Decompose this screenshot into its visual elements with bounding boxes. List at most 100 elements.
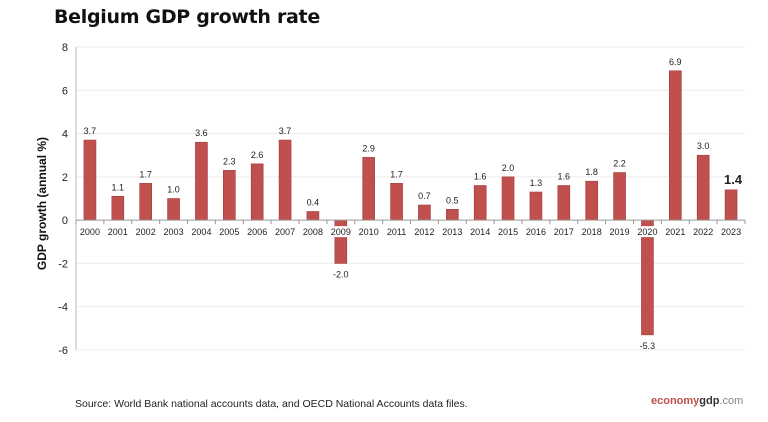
- x-label-bg: [608, 226, 631, 238]
- data-label: 1.8: [585, 167, 598, 177]
- x-tick-label: 2020: [637, 227, 657, 237]
- y-tick-label: 4: [62, 129, 68, 141]
- bar: [223, 170, 236, 221]
- x-label-bg: [692, 226, 715, 238]
- data-label: 1.0: [167, 185, 180, 195]
- x-label-bg: [720, 226, 743, 238]
- x-label-bg: [274, 226, 297, 238]
- bar: [696, 154, 710, 221]
- bar: [167, 198, 180, 221]
- bar: [111, 196, 125, 221]
- x-tick-label: 2009: [331, 227, 351, 237]
- data-label: 1.7: [390, 169, 403, 179]
- data-label: -2.0: [333, 269, 349, 279]
- x-tick-label: 2003: [164, 227, 184, 237]
- bar: [362, 157, 375, 221]
- y-axis-title: GDP growth (annual %): [35, 137, 49, 270]
- x-tick-label: 2002: [136, 227, 156, 237]
- data-label: 2.3: [223, 156, 236, 166]
- x-tick-label: 2001: [108, 227, 128, 237]
- x-tick-label: 2019: [610, 227, 630, 237]
- x-tick-label: 2015: [498, 227, 518, 237]
- bar: [446, 209, 459, 221]
- economygdp-logo: economygdp.com: [651, 395, 744, 407]
- x-tick-label: 2000: [80, 227, 100, 237]
- x-tick-label: 2016: [526, 227, 546, 237]
- x-tick-label: 2014: [470, 227, 490, 237]
- y-tick-label: -6: [58, 345, 68, 357]
- x-tick-label: 2021: [665, 227, 685, 237]
- data-label: 1.6: [558, 172, 571, 182]
- x-label-bg: [246, 226, 269, 238]
- data-label: -5.3: [640, 341, 656, 351]
- x-tick-label: 2022: [693, 227, 713, 237]
- x-label-bg: [524, 226, 547, 238]
- bar: [641, 219, 654, 336]
- data-label: 3.7: [279, 126, 292, 136]
- bar: [278, 139, 292, 221]
- data-label: 1.4: [724, 172, 743, 187]
- x-label-bg: [218, 226, 241, 238]
- x-tick-label: 2004: [191, 227, 211, 237]
- bar: [669, 70, 682, 221]
- x-label-bg: [385, 226, 408, 238]
- data-label: 1.7: [139, 169, 152, 179]
- data-label: 6.9: [669, 57, 682, 67]
- x-label-bg: [162, 226, 185, 238]
- x-tick-label: 2023: [721, 227, 741, 237]
- data-label: 1.6: [474, 172, 487, 182]
- bar: [473, 185, 487, 221]
- x-tick-label: 2008: [303, 227, 323, 237]
- x-tick-label: 2018: [582, 227, 602, 237]
- x-label-bg: [357, 226, 380, 238]
- bar: [195, 141, 208, 221]
- data-label: 2.6: [251, 150, 264, 160]
- x-label-bg: [664, 226, 687, 238]
- data-label: 1.3: [530, 178, 543, 188]
- data-label: 0.7: [418, 191, 431, 201]
- source-note: Source: World Bank national accounts dat…: [75, 398, 468, 410]
- bar: [139, 183, 152, 221]
- y-tick-label: -4: [58, 302, 68, 314]
- y-tick-label: 2: [62, 172, 68, 184]
- chart-title: Belgium GDP growth rate: [54, 6, 320, 28]
- bar: [613, 172, 626, 221]
- data-label: 0.4: [307, 197, 320, 207]
- x-tick-label: 2006: [247, 227, 267, 237]
- bar: [501, 176, 515, 221]
- bar: [529, 191, 543, 221]
- data-label: 3.7: [84, 126, 97, 136]
- x-label-bg: [134, 226, 157, 238]
- x-tick-label: 2013: [442, 227, 462, 237]
- y-tick-label: -2: [58, 258, 68, 270]
- y-tick-label: 6: [62, 85, 68, 97]
- x-label-bg: [190, 226, 213, 238]
- data-label: 2.9: [362, 143, 375, 153]
- data-label: 2.2: [613, 159, 626, 169]
- x-label-bg: [301, 226, 324, 238]
- data-label: 3.6: [195, 128, 208, 138]
- bar: [390, 183, 403, 221]
- data-label: 1.1: [112, 182, 125, 192]
- x-label-bg: [441, 226, 464, 238]
- bar: [250, 163, 264, 221]
- x-label-bg: [580, 226, 603, 238]
- bar: [557, 185, 571, 221]
- x-tick-label: 2007: [275, 227, 295, 237]
- x-label-bg: [552, 226, 575, 238]
- x-label-bg: [413, 226, 436, 238]
- bar: [585, 180, 598, 221]
- x-label-bg: [469, 226, 492, 238]
- x-label-bg: [106, 226, 129, 238]
- data-label: 0.5: [446, 195, 459, 205]
- x-tick-label: 2011: [387, 227, 406, 237]
- x-label-bg: [78, 226, 101, 238]
- x-label-bg: [497, 226, 520, 238]
- bar: [724, 189, 738, 221]
- x-tick-label: 2012: [414, 227, 434, 237]
- x-label-bg: [329, 226, 352, 238]
- data-label: 3.0: [697, 141, 710, 151]
- x-tick-label: 2017: [554, 227, 574, 237]
- bar: [306, 211, 320, 221]
